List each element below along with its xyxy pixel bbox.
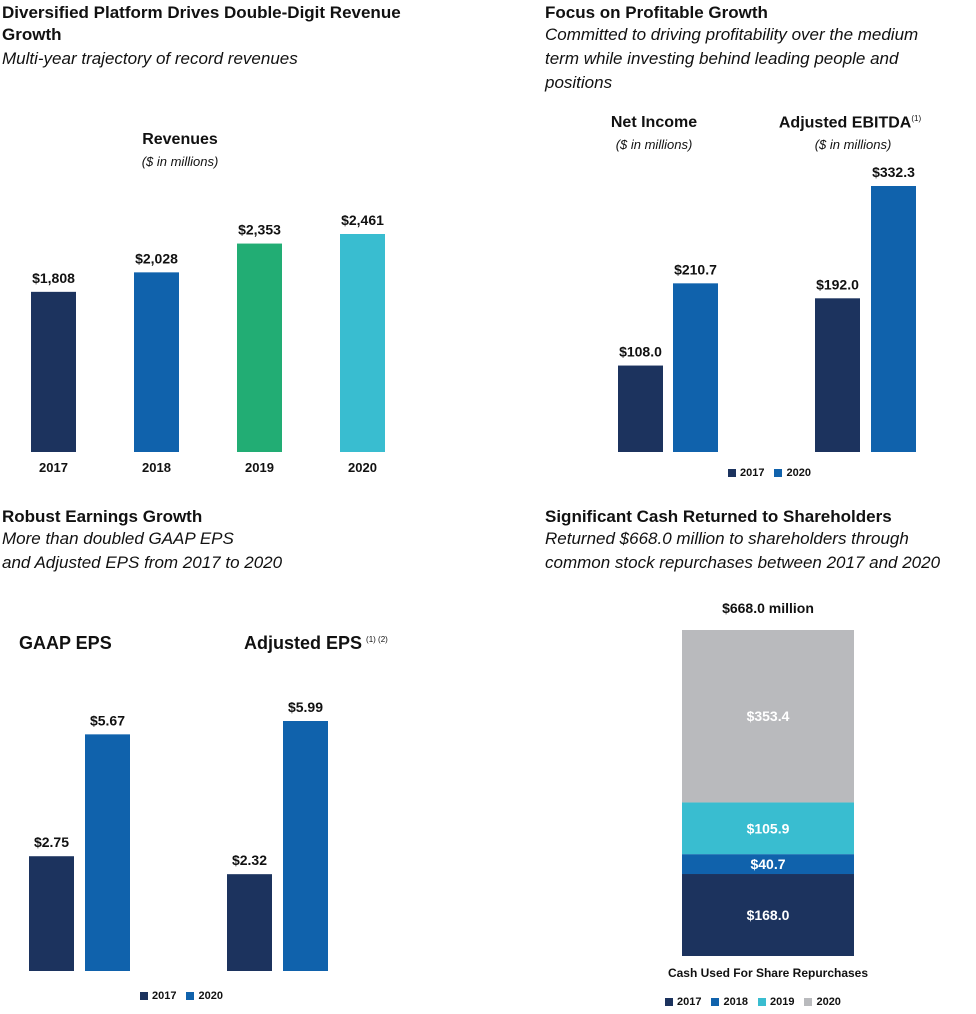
profit-panel-subtitle-line2: term while investing behind leading peop… [545, 49, 899, 68]
legend-swatch [804, 998, 813, 1006]
revenues-value-label-2017: $1,808 [32, 270, 75, 286]
profit-legend: 2017 2020 [728, 467, 821, 479]
gaap-eps-bar-2020 [85, 734, 130, 971]
ebitda-chart-title: Adjusted EBITDA(1) [770, 114, 930, 132]
legend-swatch [186, 992, 195, 1000]
profit-panel-subtitle-line3: positions [545, 73, 613, 92]
legend-label: 2018 [723, 996, 748, 1008]
adjusted-eps-value-label-2020: $5.99 [288, 699, 323, 715]
ebitda-bar-2017 [815, 298, 860, 452]
legend-swatch [728, 469, 736, 477]
net-income-chart-title: Net Income [610, 114, 698, 131]
legend-item-2020: 2020 [186, 990, 223, 1002]
gaap-eps-value-label-2020: $5.67 [90, 712, 125, 728]
revenues-bar-2019 [237, 243, 282, 452]
adjusted-eps-footnote-marker: (1) (2) [366, 635, 388, 644]
cash-segment-2018 [682, 854, 854, 875]
profit-panel-subtitle-line1: Committed to driving profitability over … [545, 25, 919, 44]
cash-panel-subtitle-line1: Returned $668.0 million to shareholders … [545, 529, 909, 548]
cash-panel-subtitle-line2: common stock repurchases between 2017 an… [545, 553, 941, 572]
adjusted-eps-title-text: Adjusted EPS [244, 633, 363, 653]
revenues-category-label-2020: 2020 [348, 460, 377, 475]
revenue-panel-title-line1: Diversified Platform Drives Double-Digit… [2, 3, 401, 22]
cash-segment-label-2020: $353.4 [747, 708, 790, 724]
legend-label: 2020 [786, 467, 811, 479]
cash-segment-label-2019: $105.9 [747, 820, 790, 836]
adjusted-eps-bar-2017 [227, 874, 272, 971]
revenues-bar-2018 [134, 272, 179, 452]
legend-item-2018: 2018 [711, 996, 748, 1008]
legend-swatch [757, 998, 766, 1006]
legend-item-2019: 2019 [757, 996, 795, 1008]
cash-segment-label-2017: $168.0 [747, 907, 790, 923]
legend-item-2020: 2020 [804, 996, 841, 1008]
legend-item-2017: 2017 [140, 990, 176, 1002]
legend-label: 2017 [740, 467, 765, 479]
adjusted-eps-chart-title: Adjusted EPS (1) (2) [244, 633, 388, 654]
revenues-category-label-2017: 2017 [39, 460, 68, 475]
ebitda-bar-2020 [871, 186, 916, 452]
net-income-bar-2020 [673, 283, 718, 452]
adjusted-eps-value-label-2017: $2.32 [232, 852, 267, 868]
legend-swatch [665, 998, 673, 1006]
revenue-panel-title-line2: Growth [2, 25, 62, 44]
gaap-eps-chart-title: GAAP EPS [19, 633, 112, 653]
legend-label: 2019 [769, 996, 795, 1008]
gaap-eps-value-label-2017: $2.75 [34, 834, 69, 850]
legend-label: 2020 [198, 990, 223, 1002]
eps-panel-subtitle-line2: and Adjusted EPS from 2017 to 2020 [2, 553, 283, 572]
revenues-chart-title: Revenues [142, 131, 218, 148]
legend-item-2020: 2020 [774, 467, 811, 479]
eps-panel-subtitle-line1: More than doubled GAAP EPS [2, 529, 234, 548]
revenues-category-label-2018: 2018 [142, 460, 171, 475]
eps-legend: 2017 2020 [140, 990, 233, 1002]
revenues-value-label-2018: $2,028 [135, 250, 178, 266]
net-income-chart-units: ($ in millions) [615, 137, 693, 152]
cash-segment-label-2018: $40.7 [750, 856, 785, 872]
legend-swatch [774, 469, 783, 477]
cash-segment-2020 [682, 630, 854, 803]
legend-item-2017: 2017 [728, 467, 764, 479]
legend-label: 2017 [677, 996, 702, 1008]
ebitda-title-text: Adjusted EBITDA [778, 114, 912, 132]
net-income-bar-2017 [618, 365, 663, 452]
ebitda-value-label-2020: $332.3 [872, 164, 915, 180]
cash-panel-title: Significant Cash Returned to Shareholder… [545, 507, 892, 526]
legend-label: 2017 [152, 990, 177, 1002]
eps-panel-title: Robust Earnings Growth [2, 507, 203, 526]
cash-axis-label: Cash Used For Share Repurchases [667, 966, 869, 980]
legend-swatch [140, 992, 148, 1000]
revenue-panel-subtitle: Multi-year trajectory of record revenues [2, 49, 298, 68]
legend-label: 2020 [816, 996, 841, 1008]
cash-total-label: $668.0 million [722, 600, 814, 616]
revenues-chart-units: ($ in millions) [141, 154, 219, 169]
revenues-category-label-2019: 2019 [245, 460, 274, 475]
profit-panel-title: Focus on Profitable Growth [545, 3, 768, 22]
ebitda-chart-units: ($ in millions) [814, 137, 892, 152]
revenues-bar-2017 [31, 291, 76, 452]
ebitda-footnote-marker: (1) [911, 114, 922, 123]
revenues-bar-2020 [340, 234, 385, 452]
revenues-value-label-2020: $2,461 [341, 212, 384, 228]
cash-segment-2017 [682, 874, 854, 956]
net-income-value-label-2017: $108.0 [619, 344, 662, 360]
net-income-value-label-2020: $210.7 [674, 261, 717, 277]
revenues-value-label-2019: $2,353 [238, 222, 281, 238]
gaap-eps-bar-2017 [29, 856, 74, 971]
ebitda-value-label-2017: $192.0 [816, 276, 859, 292]
legend-swatch [711, 998, 720, 1006]
cash-segment-2019 [682, 802, 854, 855]
legend-item-2017: 2017 [665, 996, 701, 1008]
cash-legend: 2017 2018 2019 2020 [665, 996, 851, 1008]
adjusted-eps-bar-2020 [283, 721, 328, 971]
